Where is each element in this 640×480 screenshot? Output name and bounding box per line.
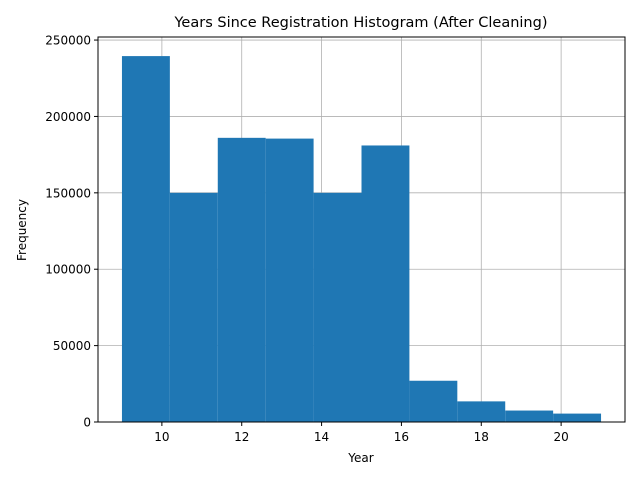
histogram-bar-2	[169, 192, 218, 422]
histogram-bar-4	[265, 138, 314, 422]
y-tick-label: 100000	[45, 263, 91, 277]
ticks-layer: 10 12 14 16 18 20 0 50000 100000 150000 200000 2500…	[45, 34, 569, 444]
y-tick-label: 200000	[45, 110, 91, 124]
x-tick-label: 12	[234, 430, 249, 444]
x-tick-label: 14	[314, 430, 329, 444]
histogram-bar-3	[217, 137, 266, 423]
bars-layer	[121, 56, 602, 423]
y-tick-label: 50000	[53, 339, 91, 353]
x-tick-label: 10	[154, 430, 169, 444]
y-tick-label: 0	[83, 416, 91, 430]
histogram-bar-10	[553, 413, 602, 422]
y-tick-label: 150000	[45, 186, 91, 200]
x-tick-label: 18	[474, 430, 489, 444]
histogram-bar-5	[313, 192, 362, 422]
chart-title: Years Since Registration Histogram (Afte…	[174, 15, 548, 31]
plot-frame	[97, 36, 626, 423]
histogram-bar-8	[457, 401, 506, 422]
histogram-bar-9	[505, 410, 554, 422]
histogram-bar-7	[409, 380, 458, 422]
x-tick-label: 16	[394, 430, 409, 444]
y-tick-label: 250000	[45, 34, 91, 48]
x-axis-label: Year	[347, 451, 373, 465]
histogram-bar-6	[361, 145, 410, 422]
y-axis-label: Frequency	[15, 199, 29, 261]
histogram-bar-1	[121, 56, 170, 422]
axes-layer	[97, 36, 626, 423]
x-tick-label: 20	[553, 430, 568, 444]
